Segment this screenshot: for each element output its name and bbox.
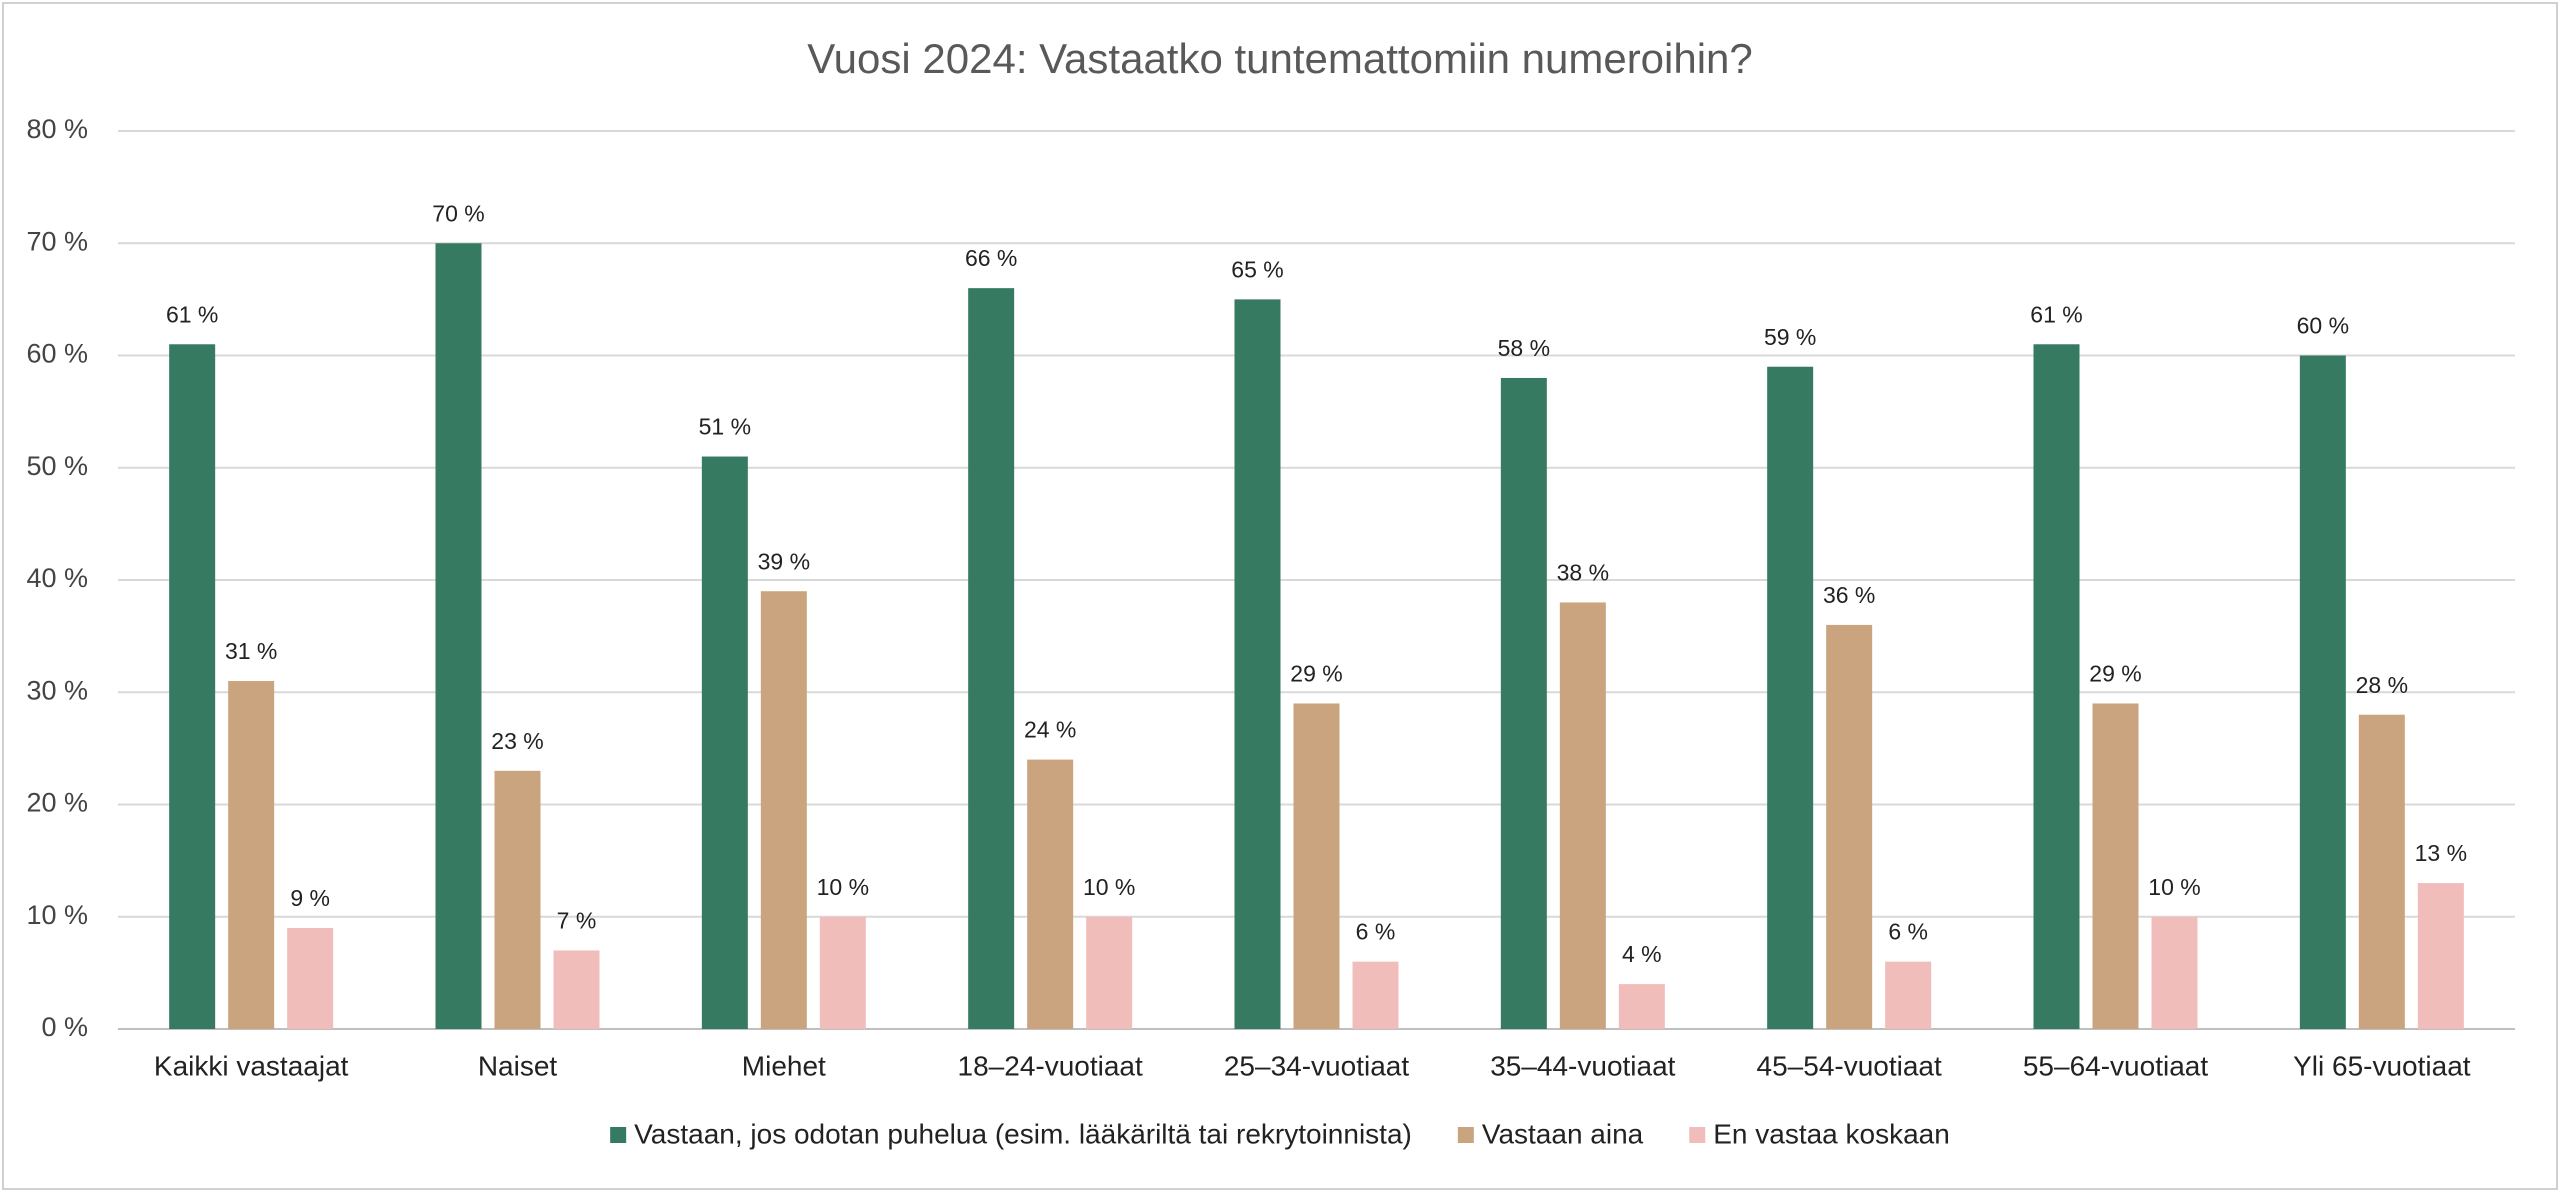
bar (1234, 299, 1281, 1029)
y-tick-label: 10 % (26, 900, 88, 930)
bar (228, 681, 275, 1029)
legend-swatch (610, 1127, 627, 1143)
value-label: 60 % (2297, 313, 2349, 339)
value-label: 6 % (1888, 919, 1928, 945)
bar (1826, 624, 1873, 1029)
bar (1618, 984, 1665, 1029)
x-tick-label: Kaikki vastaajat (154, 1050, 349, 1081)
bar (169, 344, 216, 1029)
y-tick-label: 50 % (26, 451, 88, 481)
y-tick-label: 70 % (26, 226, 88, 256)
y-tick-label: 80 % (26, 114, 88, 144)
value-label: 29 % (1290, 661, 1342, 687)
bar (1500, 377, 1547, 1029)
value-label: 4 % (1622, 941, 1662, 967)
legend-swatch (1457, 1127, 1474, 1143)
value-label: 10 % (817, 874, 869, 900)
bar (2151, 916, 2198, 1029)
bar (701, 456, 748, 1029)
x-tick-label: 45–54-vuotiaat (1757, 1050, 1942, 1081)
bar (287, 927, 334, 1029)
value-label: 9 % (290, 885, 330, 911)
value-label: 7 % (557, 908, 597, 934)
value-label: 13 % (2415, 840, 2467, 866)
y-tick-label: 0 % (41, 1012, 88, 1042)
bar (2358, 714, 2405, 1029)
chart-title: Vuosi 2024: Vastaatko tuntemattomiin num… (807, 35, 1753, 82)
x-tick-label: Naiset (478, 1050, 558, 1081)
bar (1027, 759, 1074, 1029)
value-label: 10 % (1083, 874, 1135, 900)
legend-swatch (1689, 1127, 1706, 1143)
value-label: 36 % (1823, 582, 1875, 608)
value-label: 61 % (2030, 301, 2082, 327)
x-tick-label: 18–24-vuotiaat (958, 1050, 1143, 1081)
bar (435, 243, 482, 1029)
value-label: 23 % (491, 728, 543, 754)
value-label: 59 % (1764, 324, 1816, 350)
bar (1767, 366, 1814, 1030)
y-tick-label: 30 % (26, 675, 88, 705)
value-label: 58 % (1498, 335, 1550, 361)
value-label: 10 % (2148, 874, 2200, 900)
bar (494, 770, 541, 1029)
value-label: 66 % (965, 245, 1017, 271)
bar (2299, 355, 2346, 1029)
bar (968, 288, 1015, 1029)
x-tick-label: Yli 65-vuotiaat (2293, 1050, 2471, 1081)
legend-label: Vastaan, jos odotan puhelua (esim. lääkä… (634, 1118, 1412, 1149)
x-tick-label: 25–34-vuotiaat (1224, 1050, 1409, 1081)
y-tick-label: 20 % (26, 788, 88, 818)
bar (819, 916, 866, 1029)
value-label: 6 % (1356, 919, 1396, 945)
value-label: 24 % (1024, 717, 1076, 743)
legend-label: Vastaan aina (1482, 1118, 1644, 1149)
value-label: 51 % (699, 414, 751, 440)
bar (1293, 703, 1340, 1029)
value-label: 70 % (432, 200, 484, 226)
value-label: 29 % (2089, 661, 2141, 687)
bar (2092, 703, 2139, 1029)
bar (2417, 883, 2464, 1029)
x-tick-label: Miehet (742, 1050, 826, 1081)
legend-label: En vastaa koskaan (1713, 1118, 1950, 1149)
bar (2033, 344, 2080, 1029)
bar (760, 591, 807, 1029)
x-tick-label: 35–44-vuotiaat (1490, 1050, 1675, 1081)
value-label: 31 % (225, 638, 277, 664)
value-label: 38 % (1557, 560, 1609, 586)
value-label: 65 % (1231, 256, 1283, 282)
bar (1086, 916, 1133, 1029)
y-tick-label: 60 % (26, 339, 88, 369)
bar (553, 950, 600, 1029)
bar (1885, 961, 1932, 1029)
bar (1352, 961, 1399, 1029)
value-label: 39 % (758, 548, 810, 574)
y-tick-label: 40 % (26, 563, 88, 593)
x-tick-label: 55–64-vuotiaat (2023, 1050, 2208, 1081)
value-label: 61 % (166, 301, 218, 327)
bar (1559, 602, 1606, 1029)
value-label: 28 % (2356, 672, 2408, 698)
